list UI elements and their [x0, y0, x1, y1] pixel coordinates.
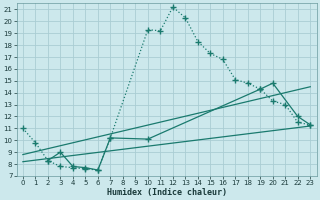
X-axis label: Humidex (Indice chaleur): Humidex (Indice chaleur) — [107, 188, 227, 197]
